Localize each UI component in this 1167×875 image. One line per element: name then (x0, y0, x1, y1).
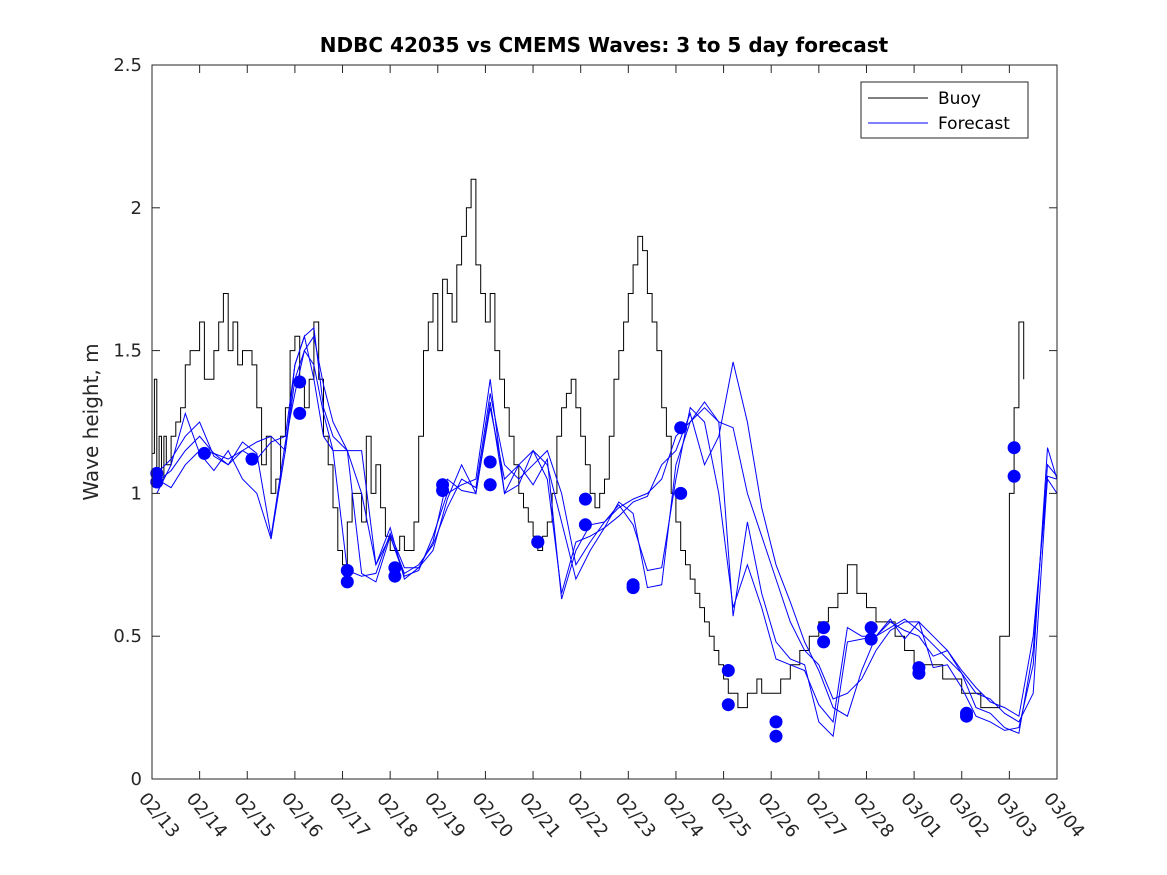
forecast-marker (388, 569, 402, 583)
forecast-marker (769, 715, 783, 729)
forecast-marker (293, 406, 307, 420)
forecast-marker (817, 621, 831, 635)
forecast-marker (1007, 469, 1021, 483)
legend-label-forecast: Forecast (938, 114, 1010, 134)
series-line-buoy (152, 178, 1025, 709)
forecast-marker (578, 518, 592, 532)
forecast-marker (674, 421, 688, 435)
forecast-marker (340, 564, 354, 577)
forecast-marker (293, 375, 307, 389)
buoy-series-group (152, 178, 1025, 709)
forecast-marker (531, 535, 545, 549)
forecast-marker (578, 492, 592, 506)
forecast-marker (721, 698, 735, 712)
forecast-marker (483, 455, 497, 469)
y-tick-label: 0 (131, 769, 142, 790)
y-axis-label: Wave height, m (79, 343, 103, 500)
forecast-marker (245, 452, 259, 466)
legend-box (860, 81, 1029, 139)
axes-box (151, 64, 1058, 780)
y-tick-label: 1 (131, 483, 142, 504)
y-tick-label: 2 (131, 198, 142, 219)
forecast-marker (864, 621, 878, 635)
legend-label-buoy: Buoy (938, 89, 981, 109)
series-line-forecast-4 (156, 334, 1058, 731)
y-axis: 0 0.5 1 1.5 2 2.5 (113, 55, 1057, 790)
forecast-marker (960, 709, 973, 723)
plot-area (152, 65, 1057, 779)
forecast-marker (436, 484, 450, 497)
forecast-marker (864, 632, 878, 646)
forecast-marker (483, 478, 497, 492)
forecast-marker (769, 729, 783, 743)
forecast-series-group (156, 326, 1058, 738)
y-tick-label: 0.5 (113, 626, 142, 647)
legend: Buoy Forecast (860, 81, 1029, 139)
forecast-markers-group (150, 375, 1021, 743)
forecast-marker (674, 486, 688, 500)
forecast-marker (912, 666, 926, 680)
forecast-marker (817, 635, 831, 649)
forecast-marker (197, 446, 211, 460)
forecast-marker (626, 581, 640, 595)
forecast-marker (1007, 441, 1021, 455)
chart-title: NDBC 42035 vs CMEMS Waves: 3 to 5 day fo… (320, 33, 889, 57)
forecast-marker (340, 575, 354, 589)
y-tick-label: 1.5 (113, 341, 142, 362)
series-line-forecast-3 (156, 349, 1058, 738)
y-tick-label: 2.5 (113, 55, 142, 76)
forecast-marker (721, 664, 735, 677)
forecast-marker (150, 475, 164, 489)
